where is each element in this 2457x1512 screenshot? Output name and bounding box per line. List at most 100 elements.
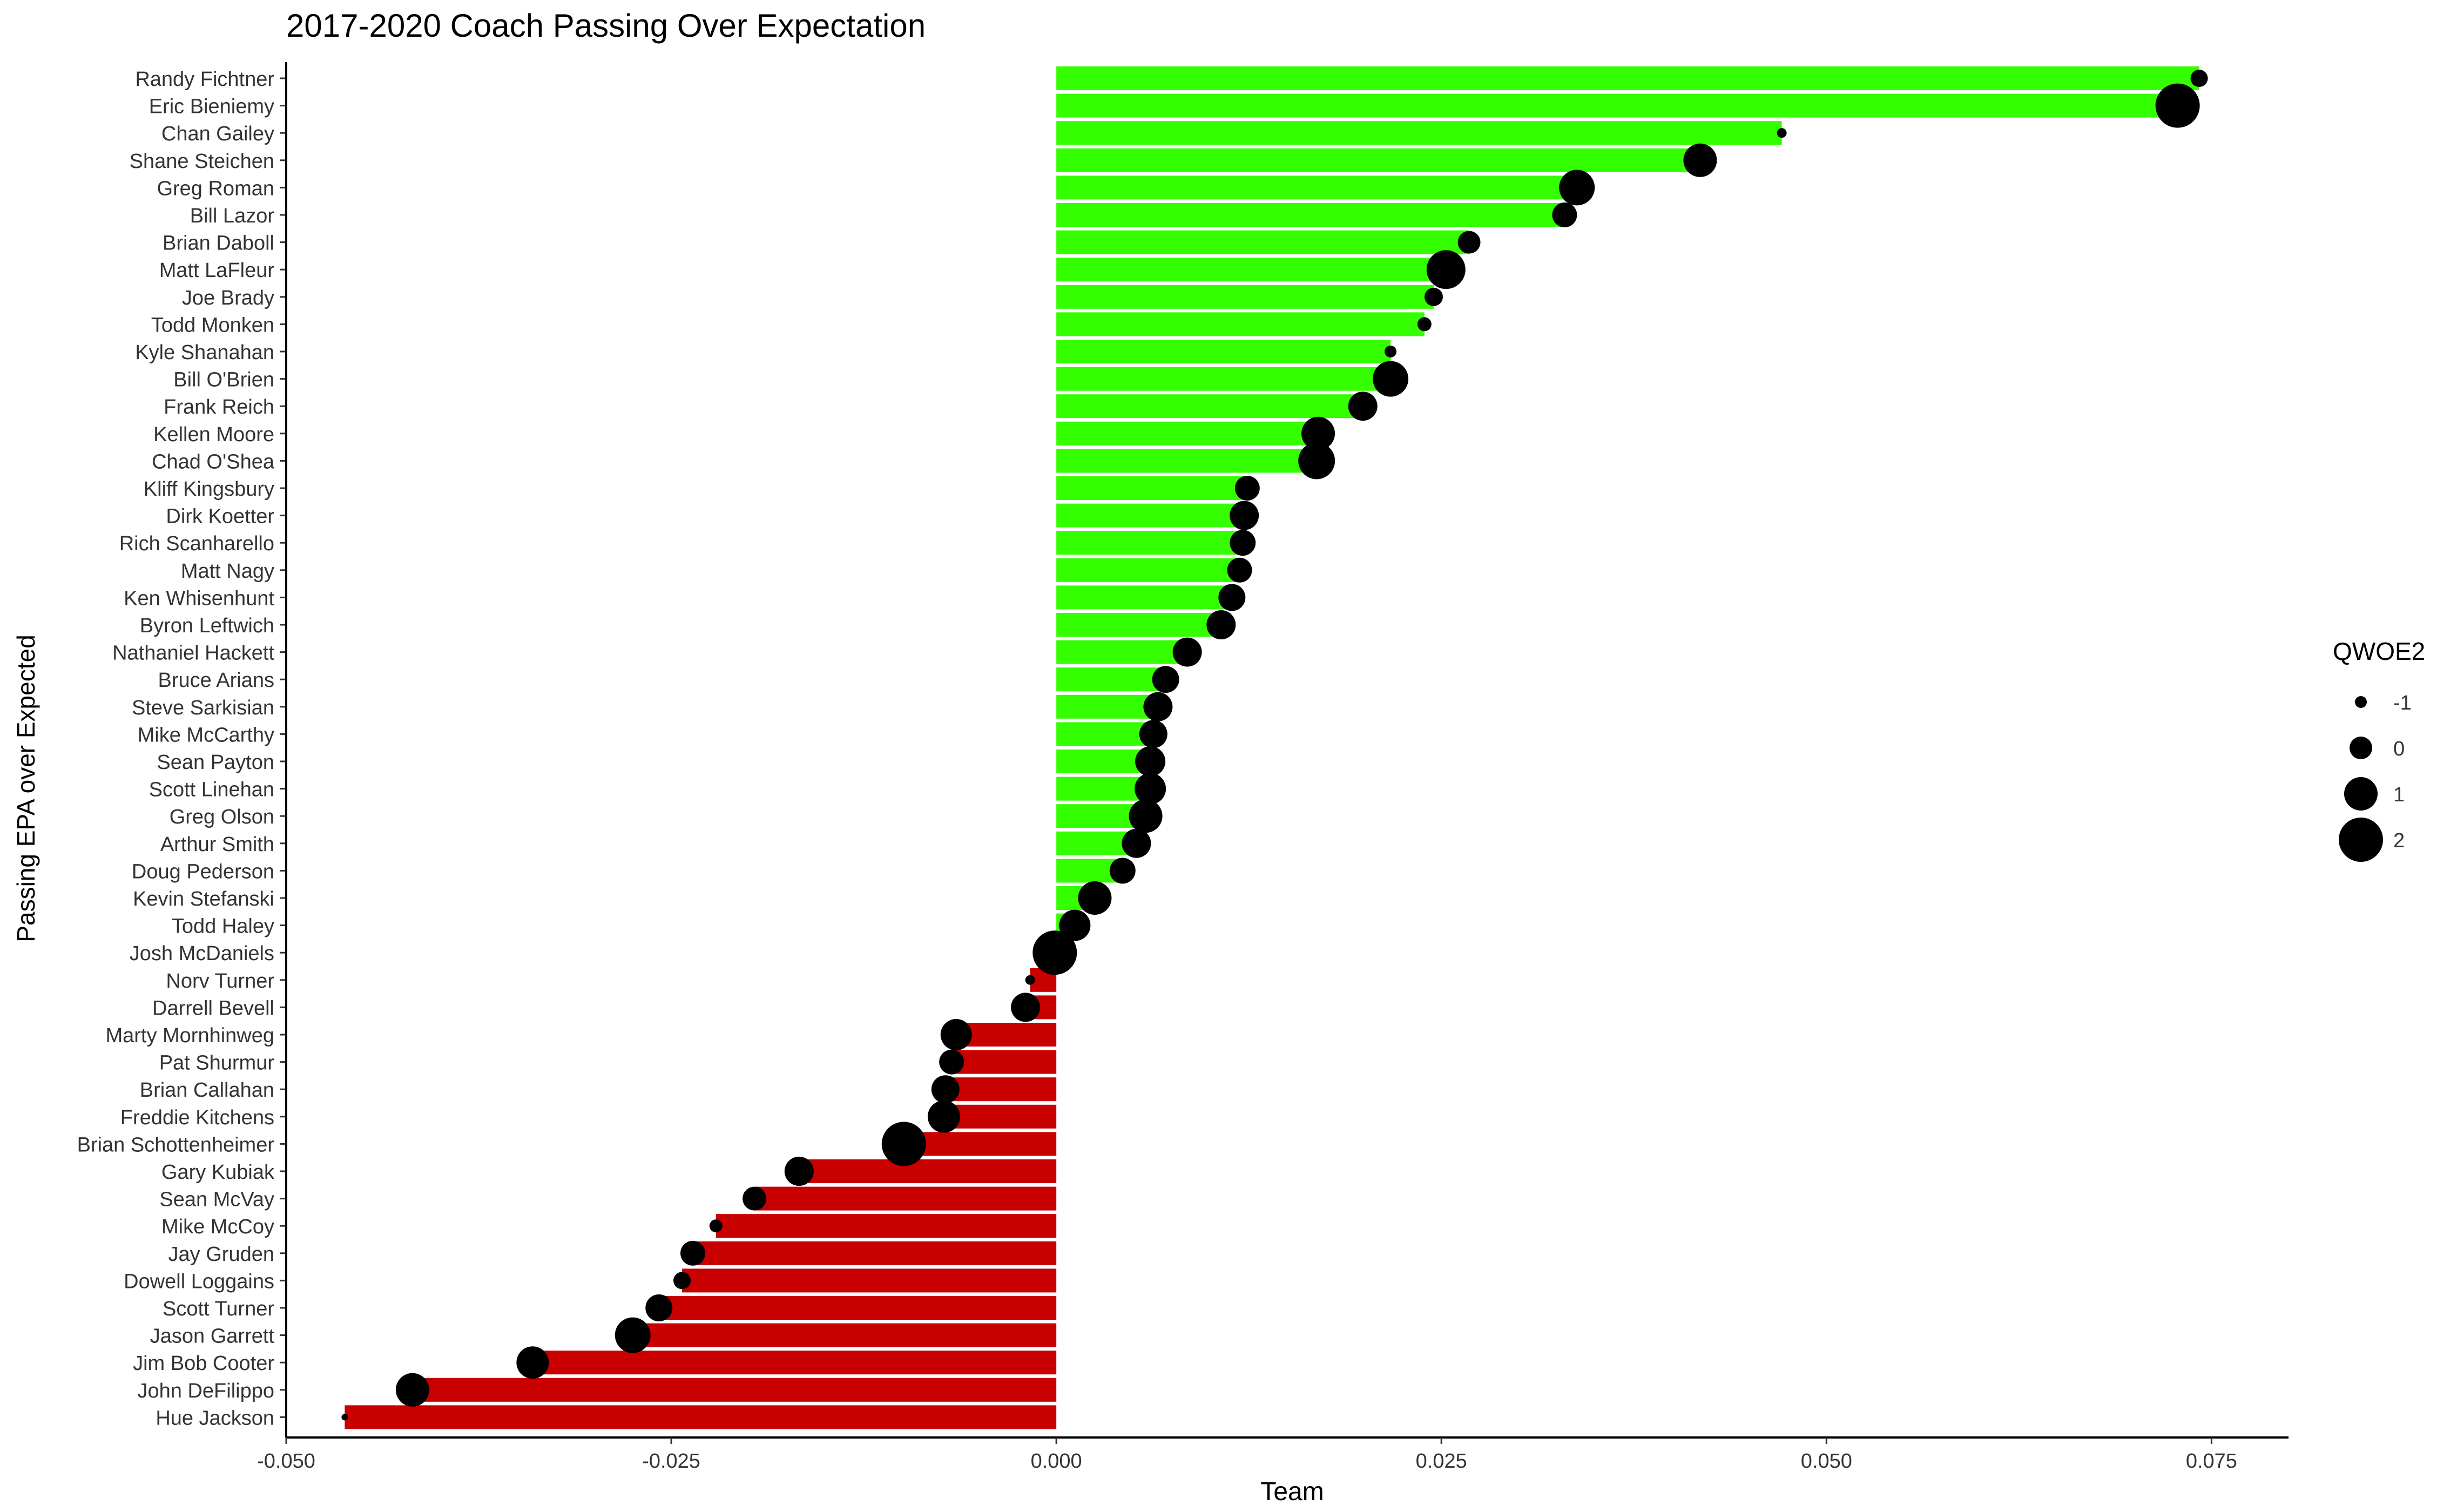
bar [1056,93,2178,118]
points-layer [341,70,2208,1421]
legend: QWOE2 -1 0 1 2 [2333,637,2425,862]
point [1206,610,1236,639]
y-tick-label: Nathaniel Hackett [112,642,274,665]
y-tick-label: Bill O'Brien [173,369,274,392]
bar [1056,613,1221,637]
point [395,1373,429,1407]
bar [903,1132,1057,1156]
y-tick-label: Rich Scanharello [119,532,274,555]
bar [682,1268,1057,1293]
point [1218,584,1246,611]
x-tick-label: -0.025 [642,1450,700,1473]
y-tick-label: Kliff Kingsbury [144,478,274,501]
bar [659,1296,1057,1320]
y-tick-label: Frank Reich [164,396,274,418]
bar [1056,722,1153,746]
y-tick-label: Jay Gruden [168,1243,274,1266]
point [1385,346,1397,357]
y-tick-label: Todd Monken [151,314,274,336]
y-tick-label: Mike McCarthy [138,724,274,746]
y-tick-label: Scott Linehan [149,779,274,801]
y-tick-label: Hue Jackson [156,1407,274,1429]
point [881,1122,926,1166]
y-tick-label: Kellen Moore [153,423,274,446]
x-axis-title: Team [1260,1477,1324,1506]
legend-title: QWOE2 [2333,637,2425,665]
x-axis: -0.050 -0.025 0.000 0.025 0.050 0.075 [257,1436,2289,1473]
y-tick-label: Jim Bob Cooter [133,1352,274,1375]
y-tick-label: Jason Garrett [150,1325,275,1348]
y-tick-label: Matt LaFleur [159,259,275,282]
point [1417,317,1432,332]
y-tick-label: Todd Haley [172,915,274,938]
bar [532,1351,1057,1375]
point [1032,930,1077,975]
y-axis: Randy Fichtner Eric Bieniemy Chan Gailey Sh… [77,62,287,1437]
point [1298,442,1335,480]
y-tick-label: Chan Gailey [161,123,274,145]
point [341,1414,348,1421]
y-tick-label: Dowell Loggains [124,1270,274,1293]
bar [1056,203,1565,227]
bars-layer [345,66,2199,1429]
bar [716,1214,1057,1238]
legend-key [2350,737,2372,759]
point [1135,773,1166,805]
y-tick-label: Sean Payton [157,751,274,774]
point [1122,828,1151,858]
y-tick-label: Dirk Koetter [166,505,274,528]
y-tick-label: Randy Fichtner [135,68,274,91]
bar [1056,312,1425,336]
bar [951,1050,1057,1074]
point [2190,70,2208,87]
point [2155,83,2200,128]
y-tick-label: Marty Mornhinweg [105,1024,274,1047]
y-tick-label: Gary Kubiak [161,1161,275,1184]
point [1025,975,1035,985]
point [1301,416,1335,450]
point [927,1100,960,1133]
point [939,1049,964,1075]
x-tick-label: 0.000 [1031,1450,1082,1473]
y-tick-label: Chad O'Shea [152,450,275,473]
y-tick-label: Shane Steichen [130,150,274,173]
legend-key [2339,818,2383,862]
bar [1056,558,1240,582]
bar [943,1104,1057,1129]
bar [1056,121,1782,145]
bar [1056,476,1247,500]
point [1348,392,1378,421]
x-tick-label: -0.050 [257,1450,315,1473]
bar [1056,750,1151,773]
bar [1056,640,1187,664]
point [516,1346,549,1379]
bar [945,1077,1057,1102]
y-tick-label: Brian Schottenheimer [77,1133,275,1156]
point [1683,143,1717,177]
bar [1056,148,1700,172]
point [1230,501,1259,530]
point [1129,799,1163,833]
bar [1056,258,1446,282]
legend-label: -1 [2393,692,2412,714]
y-tick-label: Doug Pederson [132,860,274,883]
y-tick-label: Josh McDaniels [130,942,274,965]
point [645,1294,673,1321]
legend-key [2344,777,2378,811]
point [1230,530,1256,556]
point [1234,476,1260,501]
point [1457,231,1481,254]
point [1078,881,1112,915]
point [784,1157,814,1186]
x-tick-label: 0.050 [1801,1450,1852,1473]
x-tick-label: 0.075 [2186,1450,2237,1473]
y-axis-title: Passing EPA over Expected [12,634,40,942]
point [673,1272,691,1290]
y-tick-label: John DeFilippo [138,1380,274,1402]
y-tick-label: Kevin Stefanski [133,888,274,910]
bar [956,1023,1057,1047]
point [1109,858,1136,884]
point [1152,666,1179,693]
point [1139,720,1167,748]
legend-key [2355,696,2367,708]
